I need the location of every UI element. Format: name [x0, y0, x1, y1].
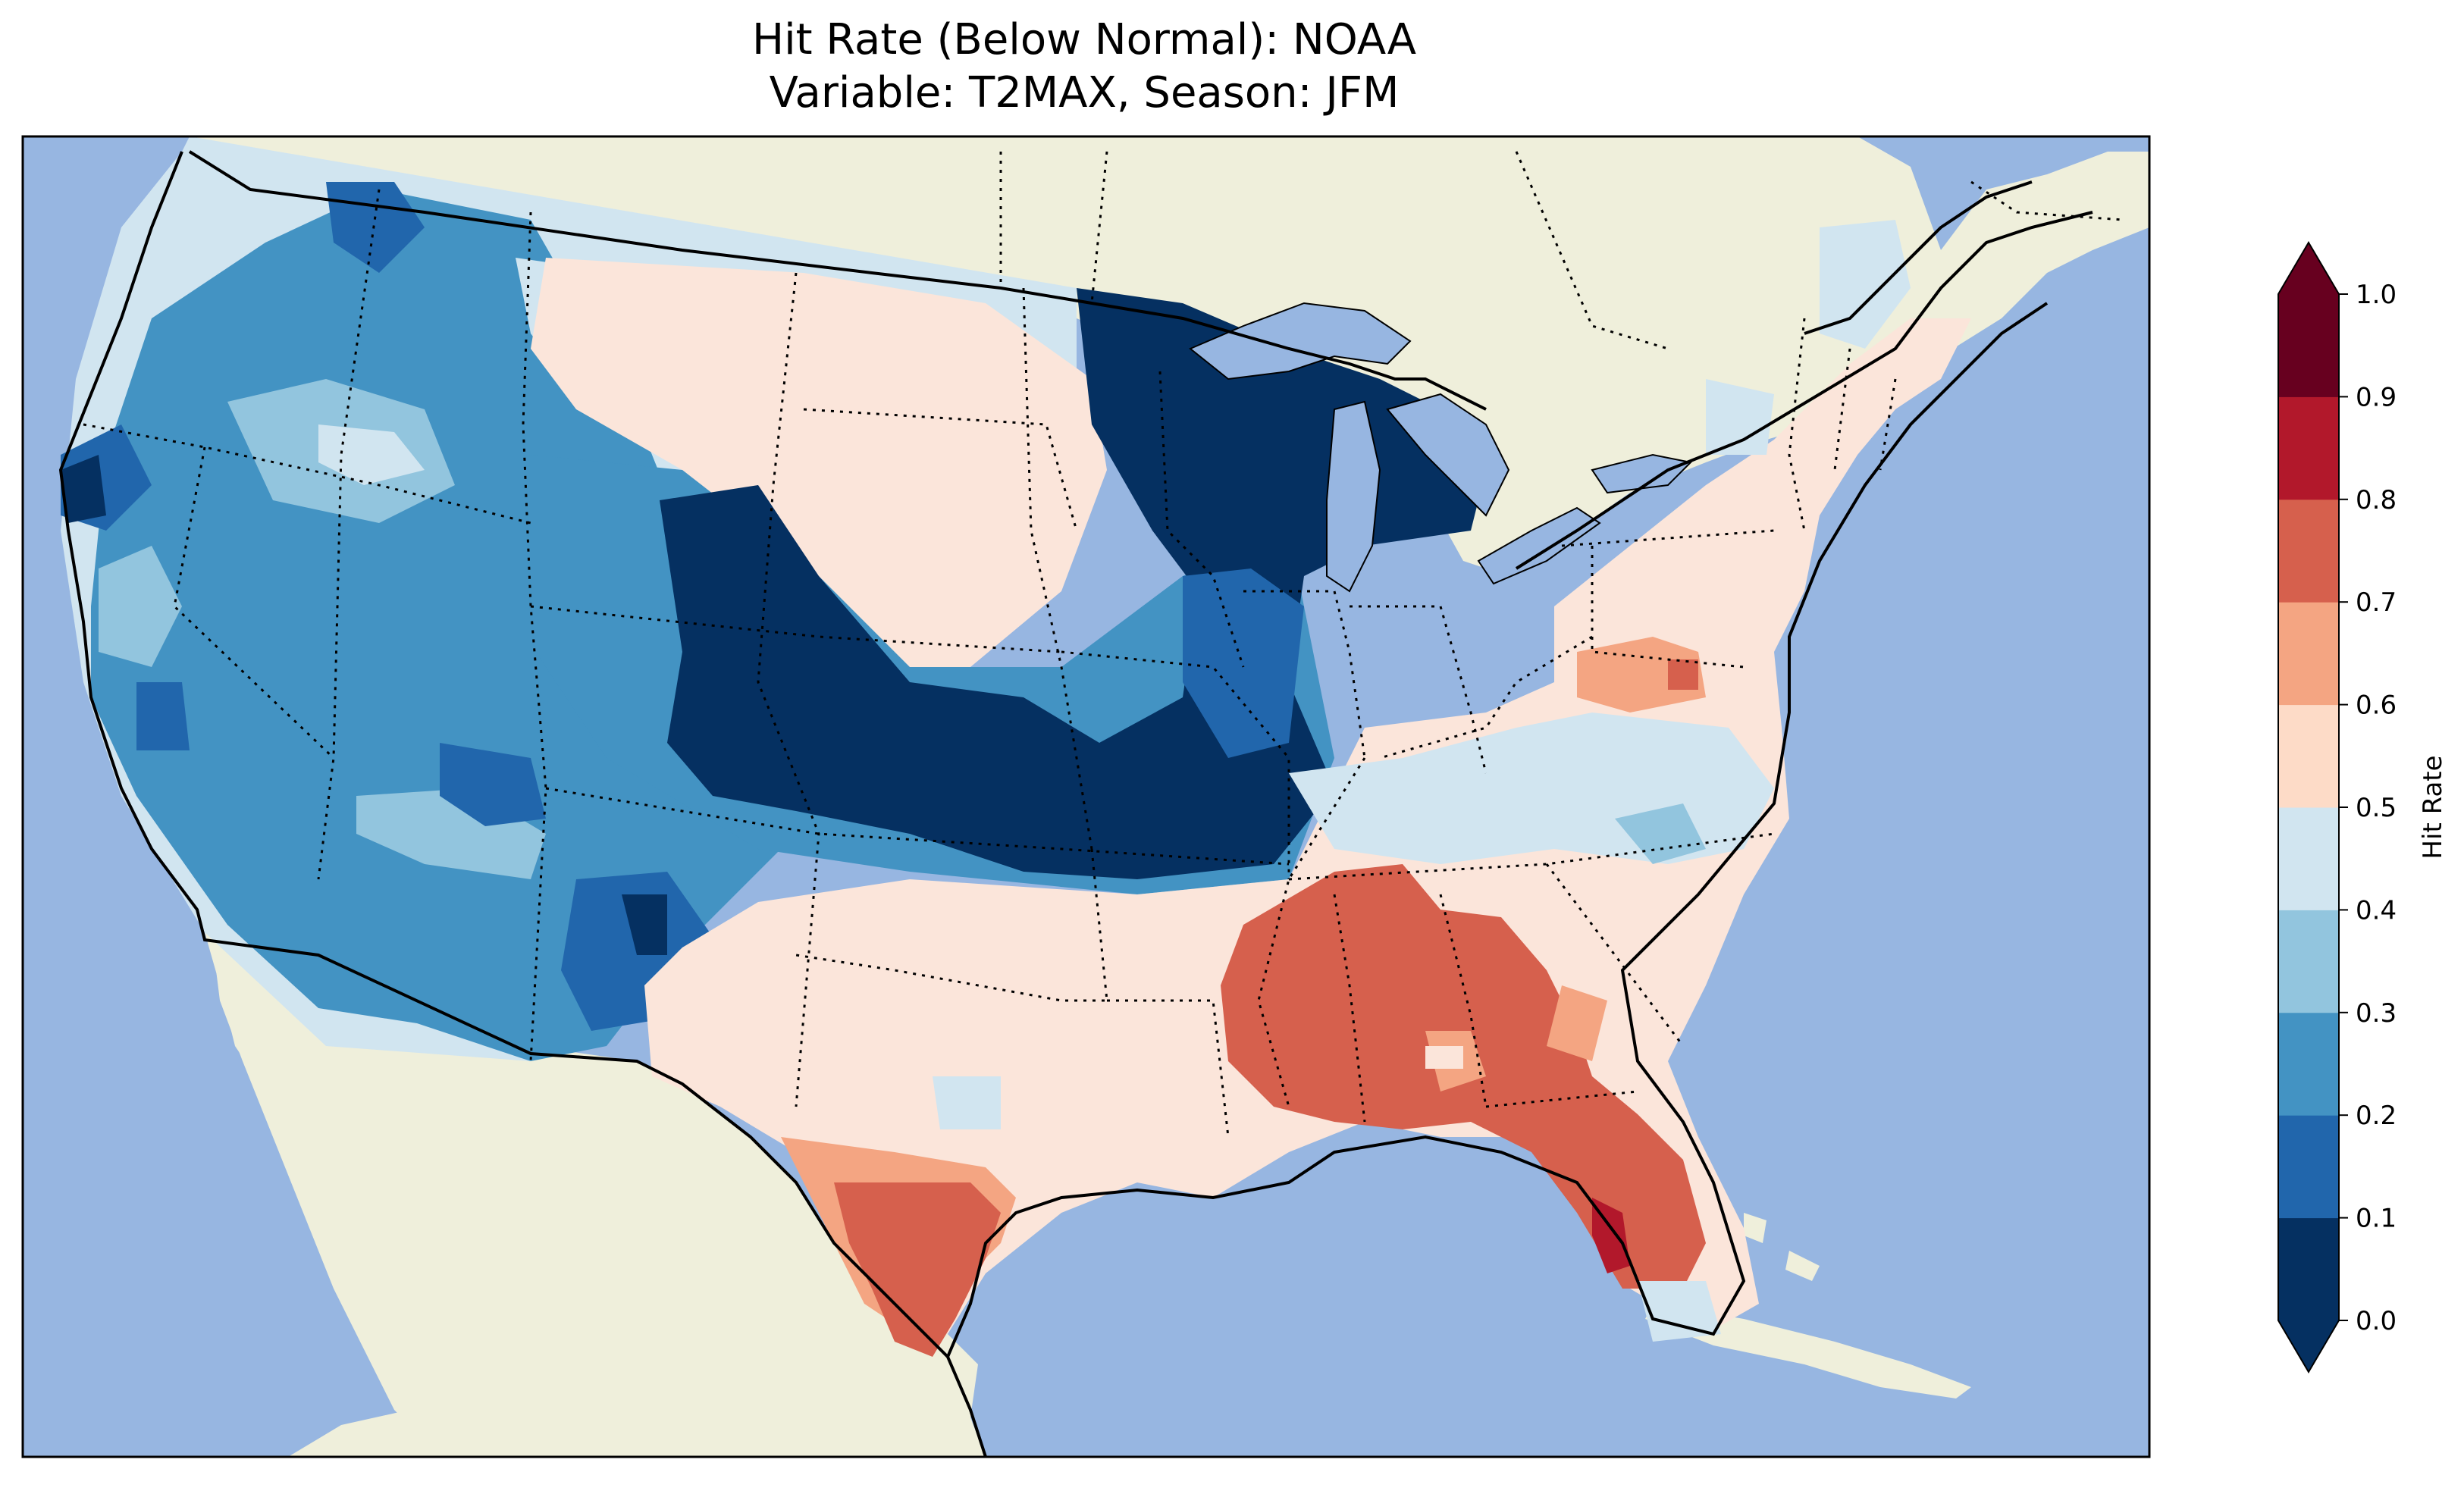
- colorbar-tick-label: 0.5: [2356, 793, 2397, 823]
- colorbar-bin: [2278, 499, 2339, 603]
- region-east-pale-blue-4: [1706, 379, 1774, 455]
- baja-california-land: [212, 940, 440, 1440]
- cuba-land: [1645, 1304, 1971, 1398]
- colorbar-bin: [2278, 1012, 2339, 1116]
- colorbar-bin: [2278, 294, 2339, 397]
- region-west-pale-patch-2: [318, 424, 425, 485]
- region-southeast-pale-patch: [1425, 1046, 1463, 1069]
- region-west-mid-blue-1: [326, 182, 425, 273]
- colorbar-tick-label: 0.3: [2356, 998, 2397, 1029]
- region-east-pale-blue-3: [1820, 220, 1911, 349]
- colorbar-tick-label: 1.0: [2356, 280, 2397, 310]
- lake-huron: [1386, 393, 1510, 517]
- colorbar-under-arrow: [2278, 1320, 2339, 1372]
- colorbar-tick-label: 0.0: [2356, 1306, 2397, 1336]
- coastlines: [58, 150, 2093, 1457]
- region-virginia-light-red: [1577, 637, 1706, 713]
- map-title-line-1: Hit Rate (Below Normal): NOAA: [751, 15, 1417, 64]
- colorbar-tick-label: 0.9: [2356, 382, 2397, 412]
- map-title-line-2: Variable: T2MAX, Season: JFM: [769, 68, 1400, 117]
- region-west-pale-patch-5: [99, 546, 182, 667]
- colorbar-bin: [2278, 807, 2339, 910]
- colorbar-tick-label: 0.4: [2356, 895, 2397, 926]
- region-plains-pale-red: [531, 258, 1107, 682]
- colorbar-label: Hit Rate: [2418, 755, 2448, 859]
- lake-erie: [1477, 506, 1601, 585]
- colorbar-tick-label: 0.2: [2356, 1101, 2397, 1131]
- region-virginia-red: [1668, 659, 1698, 690]
- colorbar-bins: [2278, 294, 2339, 1321]
- region-east-pale-blue-2: [1615, 803, 1706, 864]
- region-texas-pale-blue: [933, 1076, 1001, 1129]
- lake-michigan: [1326, 400, 1381, 593]
- colorbar-tick-label: 0.6: [2356, 691, 2397, 721]
- region-west-mid-blue-3: [136, 682, 190, 750]
- map-area: [23, 136, 2149, 1457]
- colorbar-ticks: 0.0 0.1 0.2 0.3 0.4 0.5 0.6 0.7 0.8 0.9 1.0: [2339, 280, 2397, 1336]
- region-southeast-light-red: [1425, 985, 1607, 1092]
- colorbar-bin: [2278, 704, 2339, 808]
- colorbar: 0.0 0.1 0.2 0.3 0.4 0.5 0.6 0.7 0.8 0.9 1.0 Hit Ra…: [2277, 241, 2448, 1373]
- colorbar-tick-label: 0.1: [2356, 1204, 2397, 1234]
- colorbar-bin: [2278, 602, 2339, 706]
- hit-rate-field: [61, 136, 1971, 1357]
- map-frame: [21, 135, 2151, 1458]
- colorbar-tick-label: 0.8: [2356, 485, 2397, 515]
- colorbar-bin: [2278, 396, 2339, 500]
- colorbar-bin: [2278, 910, 2339, 1013]
- lake-superior: [1189, 302, 1412, 381]
- colorbar-over-arrow: [2278, 243, 2339, 294]
- region-texas-red: [834, 1182, 1001, 1357]
- region-west-mid-blue-4: [440, 743, 546, 826]
- region-florida-tip-pale: [1638, 1281, 1721, 1342]
- great-lakes: [1189, 302, 1693, 593]
- colorbar-bin: [2278, 1115, 2339, 1219]
- colorbar-bin: [2278, 1217, 2339, 1321]
- region-mid-blue-ring: [1183, 568, 1304, 758]
- bahamas-land: [1744, 1213, 1820, 1281]
- lake-ontario: [1591, 453, 1693, 494]
- colorbar-tick-label: 0.7: [2356, 587, 2397, 618]
- state-boundaries: [83, 151, 2124, 1138]
- region-west-dark-blue-2: [622, 894, 667, 955]
- region-west-dark-blue-1: [61, 455, 106, 523]
